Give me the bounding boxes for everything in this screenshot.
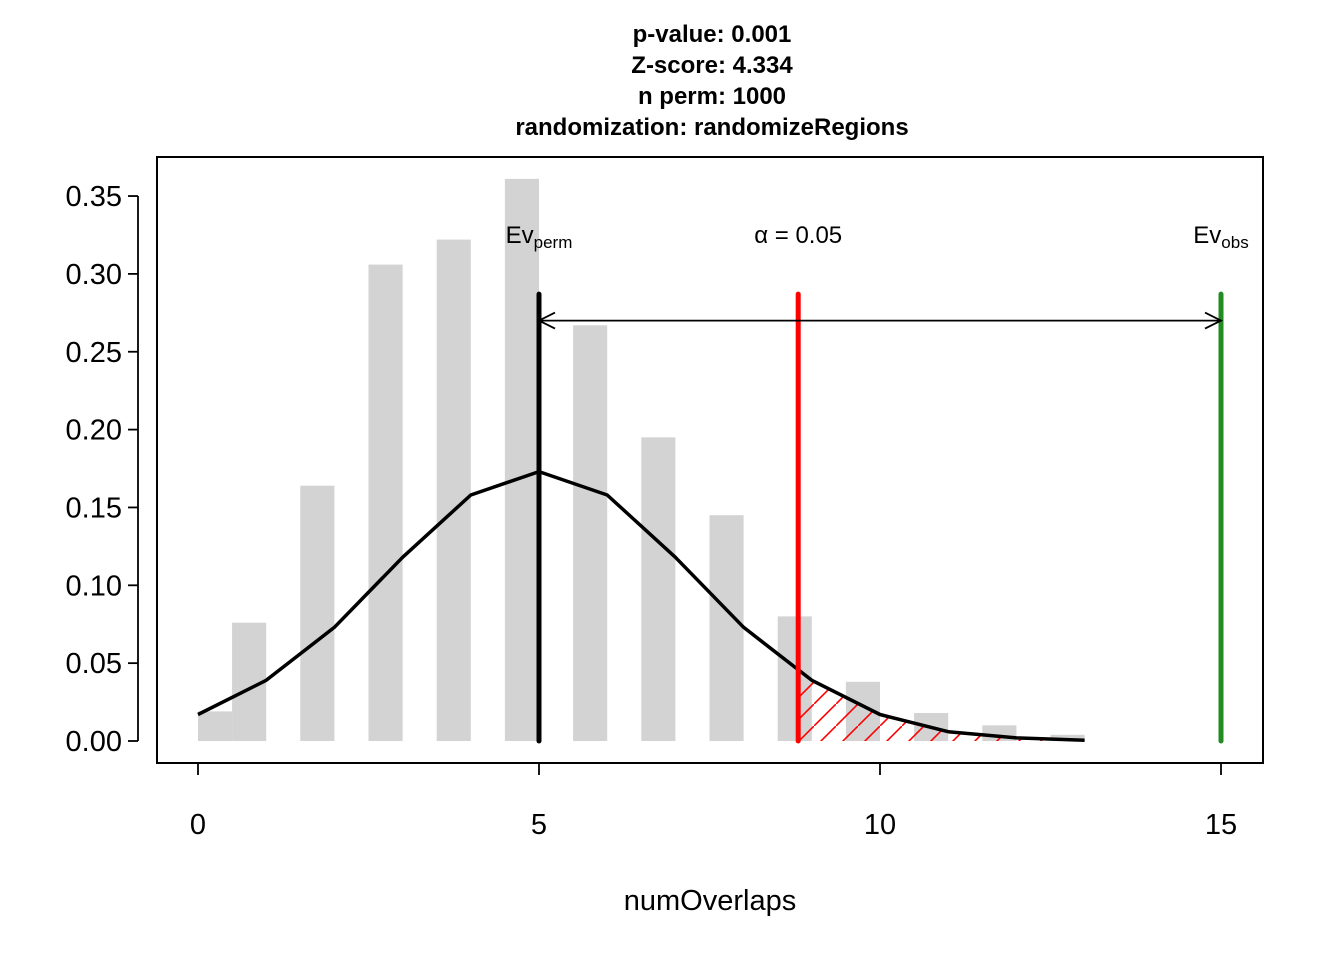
title-line-pvalue: p-value: 0.001 (633, 21, 792, 48)
histogram-bar (368, 264, 403, 741)
x-axis-title: numOverlaps (624, 885, 796, 917)
significance-region (798, 669, 1085, 741)
y-tick-label: 0.05 (66, 648, 122, 680)
histogram-bar (436, 239, 471, 741)
y-tick-label: 0.10 (66, 570, 122, 602)
significance-hatch (798, 669, 1085, 741)
y-tick-label: 0.00 (66, 726, 122, 758)
density-curve (197, 469, 1085, 742)
title-line-randomization: randomization: randomizeRegions (515, 114, 908, 141)
histogram-bar (709, 515, 744, 741)
reference-lines (536, 291, 1224, 744)
histogram-bar (300, 485, 335, 741)
histogram-bar (573, 325, 608, 741)
title-line-zscore: Z-score: 4.334 (631, 52, 793, 79)
title-line-nperm: n perm: 1000 (638, 83, 786, 110)
ev-obs-label: Evobs (1193, 222, 1248, 252)
arrow-head-left (536, 311, 556, 330)
y-tick-label: 0.15 (66, 492, 122, 524)
x-tick-label: 15 (1205, 809, 1237, 841)
y-tick-label: 0.20 (66, 415, 122, 447)
y-axis: 0.00 0.05 0.10 0.15 0.20 0.25 0.30 0.35 (66, 181, 139, 758)
histogram-bar (504, 178, 539, 741)
annotations: Evperm α = 0.05 Evobs (506, 222, 1249, 252)
chart-title: p-value: 0.001 Z-score: 4.334 n perm: 10… (515, 21, 908, 141)
alpha-label: α = 0.05 (754, 222, 842, 249)
y-tick-label: 0.35 (66, 181, 122, 213)
y-tick-label: 0.30 (66, 259, 122, 291)
x-tick-label: 0 (190, 809, 206, 841)
distance-arrow (536, 311, 1224, 330)
histogram-bar (641, 437, 676, 741)
x-tick-label: 10 (864, 809, 896, 841)
histogram-bars (198, 178, 1085, 741)
x-axis: 0 5 10 15 (190, 762, 1237, 841)
y-tick-label: 0.25 (66, 337, 122, 369)
density-curve-group (197, 469, 1085, 742)
x-tick-label: 5 (531, 809, 547, 841)
histogram-bar (198, 711, 233, 741)
arrow-head-right (1204, 311, 1224, 330)
ev-perm-label: Evperm (506, 222, 573, 252)
